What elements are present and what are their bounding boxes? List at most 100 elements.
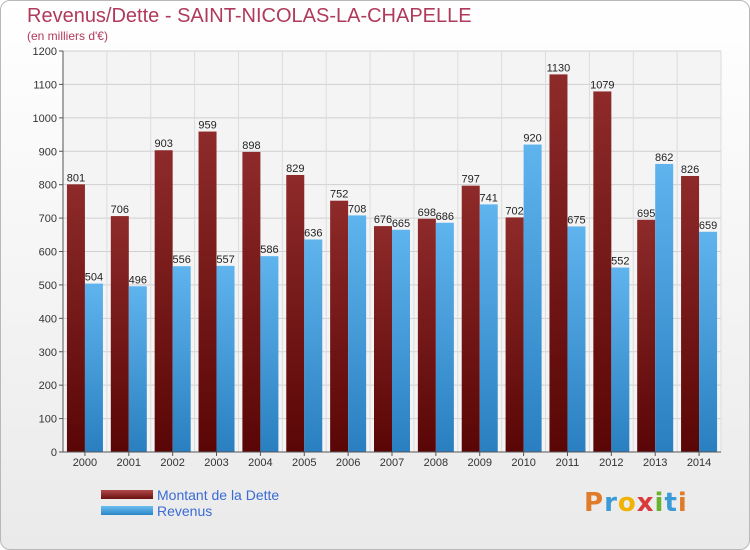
x-tick-label: 2002 bbox=[160, 457, 184, 469]
x-tick-label: 2013 bbox=[643, 457, 667, 469]
y-tick-label: 400 bbox=[39, 313, 57, 325]
data-label-revenus: 686 bbox=[436, 211, 454, 223]
data-label-revenus: 496 bbox=[129, 274, 147, 286]
logo-letter: i bbox=[677, 488, 688, 518]
bar-dette bbox=[66, 184, 85, 452]
legend-swatch-dette bbox=[101, 490, 153, 499]
y-tick-label: 300 bbox=[39, 347, 57, 359]
chart-subtitle: (en milliers d'€) bbox=[27, 29, 108, 43]
x-tick-label: 2011 bbox=[556, 457, 580, 469]
data-label-dette: 676 bbox=[374, 214, 392, 226]
bar-revenus bbox=[392, 229, 410, 452]
bar-revenus bbox=[260, 256, 279, 452]
bar-revenus bbox=[655, 163, 674, 452]
y-tick-label: 800 bbox=[39, 180, 57, 192]
logo-letter: o bbox=[617, 488, 637, 518]
bar-dette bbox=[417, 218, 436, 452]
legend-label-dette: Montant de la Dette bbox=[157, 487, 280, 503]
data-label-dette: 695 bbox=[637, 208, 655, 220]
bar-revenus bbox=[304, 239, 323, 452]
bar-dette bbox=[505, 217, 524, 452]
legend-label-revenus: Revenus bbox=[157, 503, 213, 519]
logo-letter: t bbox=[664, 488, 678, 518]
bar-revenus bbox=[699, 231, 718, 452]
data-label-dette: 959 bbox=[198, 120, 216, 132]
y-tick-label: 1200 bbox=[33, 46, 57, 58]
data-label-dette: 829 bbox=[286, 163, 304, 175]
data-label-revenus: 557 bbox=[216, 254, 234, 266]
y-tick-label: 600 bbox=[39, 247, 57, 259]
data-label-dette: 826 bbox=[681, 164, 699, 176]
data-label-revenus: 659 bbox=[699, 220, 717, 232]
bar-revenus bbox=[435, 222, 454, 452]
data-label-revenus: 665 bbox=[392, 218, 410, 230]
data-label-dette: 752 bbox=[330, 189, 348, 201]
x-tick-label: 2010 bbox=[511, 457, 535, 469]
x-tick-label: 2012 bbox=[599, 457, 623, 469]
bar-dette bbox=[374, 226, 392, 452]
bar-dette bbox=[549, 74, 568, 453]
bar-revenus bbox=[216, 265, 235, 452]
bar-dette bbox=[330, 200, 349, 452]
bar-dette bbox=[681, 175, 700, 452]
x-tick-label: 2003 bbox=[204, 457, 228, 469]
data-label-dette: 702 bbox=[505, 205, 523, 217]
y-tick-label: 1100 bbox=[33, 79, 57, 91]
bar-revenus bbox=[84, 283, 103, 452]
data-label-revenus: 862 bbox=[655, 152, 673, 164]
data-label-revenus: 586 bbox=[260, 244, 278, 256]
bar-dette bbox=[242, 151, 261, 452]
x-tick-label: 2004 bbox=[248, 457, 272, 469]
bar-revenus bbox=[567, 226, 586, 452]
data-label-dette: 898 bbox=[242, 140, 260, 152]
y-tick-label: 1000 bbox=[33, 113, 57, 125]
data-label-dette: 1079 bbox=[590, 79, 614, 91]
logo-letter: i bbox=[654, 488, 665, 518]
x-tick-label: 2014 bbox=[687, 457, 711, 469]
x-tick-label: 2006 bbox=[336, 457, 360, 469]
y-tick-label: 100 bbox=[39, 414, 57, 426]
logo-letter: r bbox=[604, 488, 618, 518]
data-label-revenus: 920 bbox=[523, 133, 541, 145]
x-tick-label: 2007 bbox=[380, 457, 404, 469]
bar-revenus bbox=[128, 286, 147, 452]
data-label-dette: 698 bbox=[418, 207, 436, 219]
proxiti-logo: Proxiti bbox=[584, 488, 688, 518]
data-label-revenus: 504 bbox=[85, 272, 103, 284]
bar-dette bbox=[286, 174, 305, 452]
bar-dette bbox=[593, 91, 612, 452]
data-label-dette: 801 bbox=[67, 172, 85, 184]
bar-revenus bbox=[348, 215, 367, 452]
legend-swatch-revenus bbox=[101, 506, 153, 515]
data-label-revenus: 675 bbox=[567, 214, 585, 226]
data-label-revenus: 552 bbox=[611, 256, 629, 268]
data-label-revenus: 556 bbox=[172, 254, 190, 266]
chart-title: Revenus/Dette - SAINT-NICOLAS-LA-CHAPELL… bbox=[27, 5, 472, 27]
y-tick-label: 700 bbox=[39, 213, 57, 225]
x-tick-label: 2000 bbox=[73, 457, 97, 469]
data-label-revenus: 636 bbox=[304, 227, 322, 239]
bar-dette bbox=[110, 216, 129, 452]
y-tick-label: 0 bbox=[51, 447, 57, 459]
x-tick-label: 2009 bbox=[467, 457, 491, 469]
y-tick-label: 500 bbox=[39, 280, 57, 292]
bar-revenus bbox=[172, 266, 191, 452]
x-tick-label: 2005 bbox=[292, 457, 316, 469]
bar-dette bbox=[154, 150, 173, 452]
data-label-dette: 797 bbox=[462, 174, 480, 186]
data-label-revenus: 741 bbox=[480, 192, 498, 204]
bar-dette bbox=[461, 185, 480, 452]
data-label-revenus: 708 bbox=[348, 203, 366, 215]
y-tick-label: 900 bbox=[39, 146, 57, 158]
x-tick-label: 2001 bbox=[117, 457, 141, 469]
bar-revenus bbox=[611, 267, 630, 452]
data-label-dette: 903 bbox=[154, 138, 172, 150]
x-tick-label: 2008 bbox=[424, 457, 448, 469]
bar-revenus bbox=[523, 144, 542, 453]
bar-dette bbox=[198, 131, 217, 452]
data-label-dette: 1130 bbox=[547, 62, 571, 74]
logo-letter: x bbox=[636, 488, 655, 518]
data-label-dette: 706 bbox=[111, 204, 129, 216]
